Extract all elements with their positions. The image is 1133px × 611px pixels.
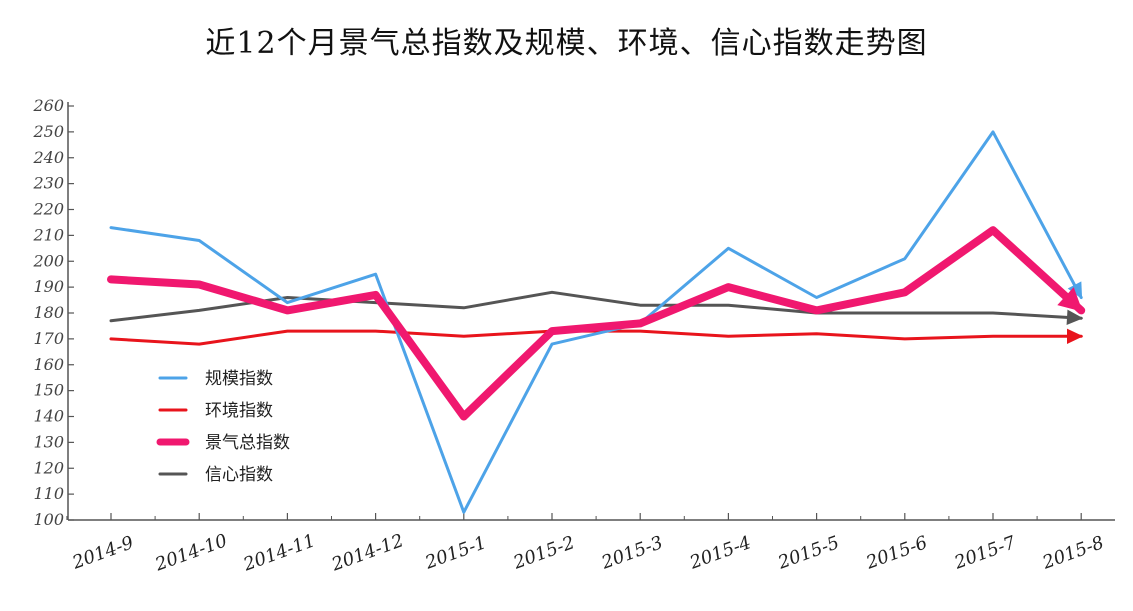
x-tick-label: 2015-6 <box>863 532 931 574</box>
y-tick-label: 140 <box>33 407 64 426</box>
x-tick-label: 2015-3 <box>598 532 666 574</box>
y-tick-label: 100 <box>33 510 64 529</box>
x-tick-label: 2015-5 <box>774 532 842 574</box>
chart-title: 近12个月景气总指数及规模、环境、信心指数走势图 <box>205 26 928 61</box>
y-tick-label: 160 <box>33 355 64 374</box>
axes: 100 110 120 130 140 150 160 170 180 190 200 210 220 2… <box>32 96 1115 576</box>
series-end-arrow <box>1066 309 1084 326</box>
y-tick-label: 170 <box>33 329 64 348</box>
y-tick-label: 110 <box>33 484 64 503</box>
series-line <box>109 290 1083 323</box>
x-tick-label: 2015-1 <box>422 532 490 574</box>
x-tick-label: 2015-4 <box>686 532 754 574</box>
y-tick-label: 190 <box>33 277 64 296</box>
legend-label: 环境指数 <box>205 401 273 421</box>
y-tick-label: 120 <box>33 458 64 477</box>
x-tick-label: 2015-7 <box>951 532 1019 574</box>
legend-label: 规模指数 <box>205 369 273 389</box>
y-tick-label: 200 <box>32 251 64 270</box>
y-tick-label: 220 <box>32 200 64 219</box>
x-tick-label: 2014-9 <box>69 532 137 574</box>
x-tick-label: 2014-12 <box>328 530 406 576</box>
series-end-arrow <box>1067 281 1083 300</box>
series-line <box>107 226 1086 421</box>
x-tick-label: 2014-10 <box>152 530 230 576</box>
legend-label: 景气总指数 <box>205 433 290 453</box>
series-end-arrow <box>1067 328 1084 344</box>
legend-label: 信心指数 <box>205 465 273 485</box>
x-tick-label: 2014-11 <box>240 530 318 576</box>
series-lines <box>107 130 1086 514</box>
y-tick-label: 180 <box>33 303 64 322</box>
y-tick-label: 130 <box>33 432 64 451</box>
y-tick-label: 240 <box>32 148 64 167</box>
series-line <box>109 130 1083 514</box>
y-tick-label: 230 <box>32 174 64 193</box>
y-tick-label: 260 <box>32 96 64 115</box>
x-tick-label: 2015-2 <box>510 532 578 574</box>
y-tick-label: 250 <box>32 122 64 141</box>
x-tick-label: 2015-8 <box>1039 532 1107 574</box>
series-end-arrow <box>1057 287 1083 312</box>
y-tick-label: 210 <box>32 225 64 244</box>
y-tick-label: 150 <box>33 381 64 400</box>
